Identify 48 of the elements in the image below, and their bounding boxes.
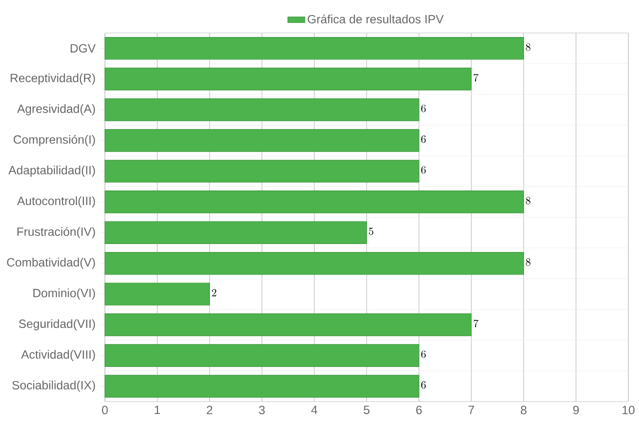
y-tick-label: Autocontrol(III)	[17, 196, 95, 208]
bar	[104, 252, 524, 275]
x-tick-label: 5	[364, 406, 370, 414]
bar	[104, 314, 472, 336]
x-tick-label: 0	[102, 406, 108, 414]
y-tick-label: Agresividad(A)	[17, 104, 95, 116]
bar	[104, 344, 420, 368]
bar	[104, 68, 472, 91]
bar	[104, 160, 420, 183]
data-label: 6	[421, 136, 426, 144]
x-tick-label: 10	[622, 406, 635, 414]
bar	[104, 98, 420, 122]
x-tick-label: 4	[311, 406, 318, 414]
bar	[104, 129, 420, 152]
data-label: 7	[474, 320, 478, 328]
data-label: 8	[526, 43, 530, 51]
y-tick-label: Receptividad(R)	[10, 74, 95, 85]
y-tick-label: Dominio(VI)	[33, 288, 95, 300]
data-label: 6	[421, 104, 426, 112]
y-tick-label: Combatividad(V)	[7, 258, 95, 270]
legend-label: Gráfica de resultados IPV	[308, 14, 444, 24]
y-tick-label: Seguridad(VII)	[18, 319, 95, 331]
data-label: 8	[526, 197, 530, 205]
y-tick-label: Comprensión(I)	[14, 135, 95, 146]
data-label: 6	[421, 166, 426, 174]
x-tick-label: 3	[259, 406, 265, 414]
x-tick-label: 9	[573, 406, 579, 414]
data-label: 8	[526, 258, 530, 266]
bar	[104, 37, 524, 60]
data-label: 5	[368, 228, 374, 236]
y-tick-label: DGV	[70, 44, 96, 53]
bar	[104, 221, 367, 244]
y-tick-label: Frustración(IV)	[17, 227, 95, 239]
y-tick-label: Actividad(VIII)	[21, 350, 95, 362]
data-label: 7	[474, 74, 478, 82]
x-tick-label: 6	[416, 406, 422, 414]
data-label: 2	[212, 289, 216, 296]
x-tick-label: 2	[206, 406, 212, 414]
bar	[104, 190, 524, 214]
data-label: 6	[421, 381, 426, 389]
bar	[104, 375, 420, 398]
x-tick-label: 1	[154, 406, 160, 414]
y-tick-label: Sociabilidad(IX)	[12, 380, 95, 392]
x-tick-label: 8	[520, 406, 526, 414]
y-tick-label: Adaptabilidad(II)	[8, 166, 95, 177]
data-label: 6	[421, 350, 426, 358]
x-tick-label: 7	[468, 406, 474, 414]
bar	[104, 282, 210, 306]
